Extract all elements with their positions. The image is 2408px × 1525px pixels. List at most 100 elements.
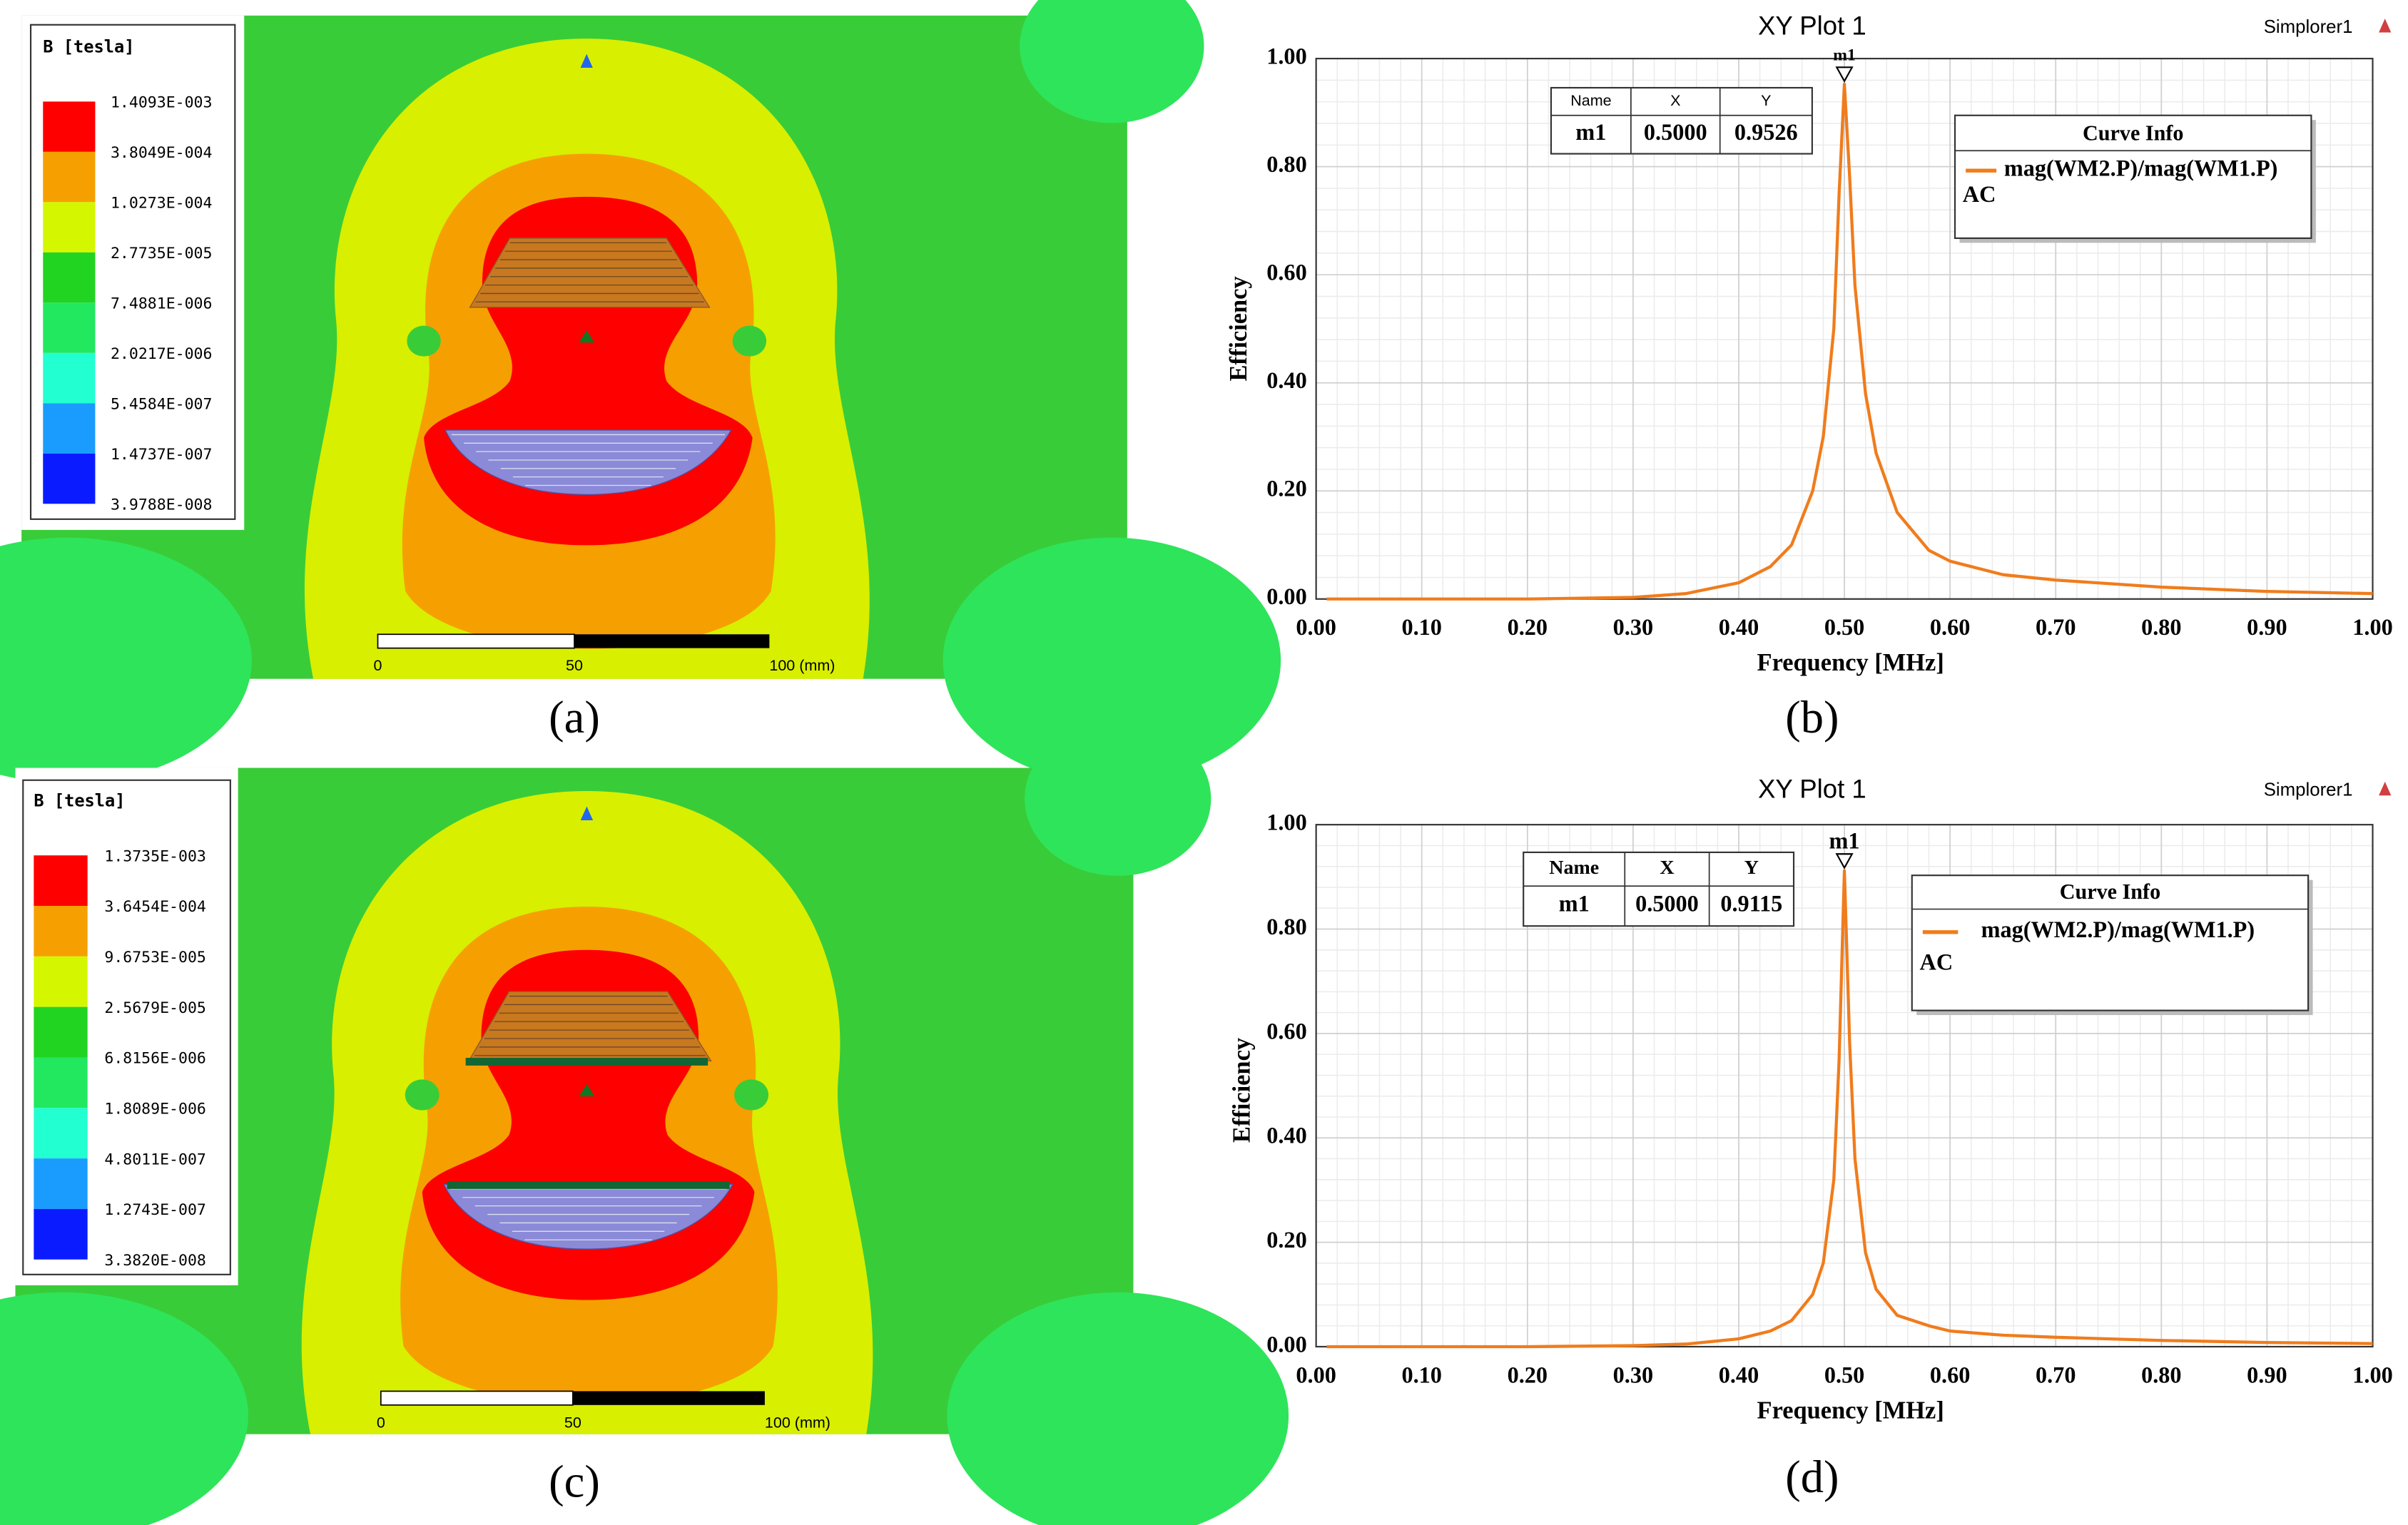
marker-table <box>1523 851 1795 927</box>
level-swatch <box>43 202 96 253</box>
marker-table <box>1550 86 1813 155</box>
level-swatch <box>34 1158 88 1209</box>
panel-label: (d) <box>1785 1451 1839 1502</box>
legend-box <box>1954 114 2312 240</box>
y-tick-label: 0.80 <box>1266 151 1306 177</box>
y-axis-label: Efficiency <box>1225 276 1252 381</box>
x-tick-label: 0.30 <box>1613 1362 1653 1387</box>
level-label: 1.2743E-007 <box>104 1201 206 1219</box>
x-tick-label: 0.30 <box>1613 614 1653 640</box>
level-label: 1.8089E-006 <box>104 1100 206 1118</box>
table-header: Y <box>1761 92 1771 109</box>
level-label: 4.8011E-007 <box>104 1151 206 1168</box>
coil-ferrite <box>447 1181 730 1189</box>
coil-top <box>467 991 712 1062</box>
level-swatch <box>43 453 96 504</box>
x-tick-label: 0.70 <box>2036 614 2076 640</box>
field-corner <box>947 1292 1289 1525</box>
x-tick-label: 0.10 <box>1401 614 1441 640</box>
scale-label: 0 <box>374 657 382 674</box>
level-label: 6.8156E-006 <box>104 1050 206 1068</box>
coil-top <box>469 238 711 308</box>
table-value: m1 <box>1559 891 1590 917</box>
legend-title: B [tesla] <box>34 790 125 810</box>
field-island <box>734 1079 769 1111</box>
level-label: 2.5679E-005 <box>104 999 206 1017</box>
panel-label: (c) <box>549 1456 600 1507</box>
x-tick-label: 0.50 <box>1824 1362 1864 1387</box>
x-axis-label: Frequency [MHz] <box>1757 649 1944 676</box>
marker-name: m1 <box>1829 828 1860 854</box>
table-value: m1 <box>1575 119 1606 145</box>
field-island <box>405 1079 440 1111</box>
table-header: X <box>1660 857 1674 879</box>
source-label: Simplorer1 <box>2264 780 2353 800</box>
marker-name: m1 <box>1833 46 1856 65</box>
y-tick-label: 1.00 <box>1266 810 1306 835</box>
field-corner <box>0 537 252 784</box>
level-label: 1.4737E-007 <box>111 446 213 464</box>
field-corner <box>1025 721 1211 876</box>
level-swatch <box>43 403 96 454</box>
x-tick-label: 0.60 <box>1930 614 1970 640</box>
legend-frame <box>22 779 231 1275</box>
y-tick-label: 0.80 <box>1266 914 1306 939</box>
x-tick-label: 0.50 <box>1824 614 1864 640</box>
panel-label: (a) <box>549 691 600 743</box>
level-swatch <box>43 302 96 353</box>
plot-frame <box>1315 58 2374 600</box>
y-tick-label: 0.00 <box>1266 1331 1306 1357</box>
y-tick-label: 0.20 <box>1266 1227 1306 1253</box>
source-icon <box>2379 781 2392 796</box>
coil-ferrite <box>465 1058 708 1066</box>
axis-marker <box>579 330 594 343</box>
level-swatch <box>43 151 96 203</box>
x-tick-label: 1.00 <box>2352 1362 2392 1387</box>
scale-bar-white <box>380 1390 574 1406</box>
level-label: 3.3820E-008 <box>104 1252 206 1270</box>
scale-bar-white <box>377 633 575 649</box>
legend-frame <box>29 24 236 520</box>
coil-bottom <box>443 1183 734 1250</box>
source-label: Simplorer1 <box>2264 17 2353 37</box>
x-tick-label: 0.70 <box>2036 1362 2076 1387</box>
table-value: 0.5000 <box>1635 891 1699 917</box>
level-swatch <box>43 101 96 152</box>
level-swatch <box>34 855 88 907</box>
legend-title: Curve Info <box>2060 879 2160 904</box>
level-label: 1.4093E-003 <box>111 94 213 112</box>
x-tick-label: 0.10 <box>1401 1362 1441 1387</box>
level-swatch <box>34 906 88 957</box>
x-tick-label: 0.60 <box>1930 1362 1970 1387</box>
y-tick-label: 0.00 <box>1266 583 1306 609</box>
field-corner <box>0 1292 248 1525</box>
x-tick-label: 0.00 <box>1296 1362 1336 1387</box>
level-label: 3.9788E-008 <box>111 496 213 514</box>
scale-label: 0 <box>377 1414 385 1431</box>
scale-bar-black <box>572 1391 765 1405</box>
field-island <box>407 325 441 357</box>
level-label: 7.4881E-006 <box>111 295 213 313</box>
level-label: 1.3735E-003 <box>104 847 206 865</box>
level-label: 3.8049E-004 <box>111 144 213 162</box>
level-label: 1.0273E-004 <box>111 195 213 213</box>
x-tick-label: 0.90 <box>2247 614 2287 640</box>
table-header: Y <box>1744 857 1759 879</box>
table-value: 0.9115 <box>1720 891 1782 917</box>
y-tick-label: 0.20 <box>1266 476 1306 501</box>
marker-triangle <box>1835 853 1854 869</box>
axis-marker <box>579 1083 595 1097</box>
axis-marker <box>580 806 594 821</box>
level-label: 3.6454E-004 <box>104 898 206 916</box>
scale-label: 100 (mm) <box>769 657 835 674</box>
legend-title: B [tesla] <box>43 37 134 57</box>
y-tick-label: 0.60 <box>1266 260 1306 285</box>
series-line <box>1326 869 2373 1349</box>
source-icon <box>2379 19 2392 33</box>
level-swatch <box>34 1006 88 1058</box>
level-label: 5.4584E-007 <box>111 395 213 413</box>
level-swatch <box>34 956 88 1007</box>
legend-note: AC <box>1920 949 1954 974</box>
field-plot <box>0 0 1281 784</box>
